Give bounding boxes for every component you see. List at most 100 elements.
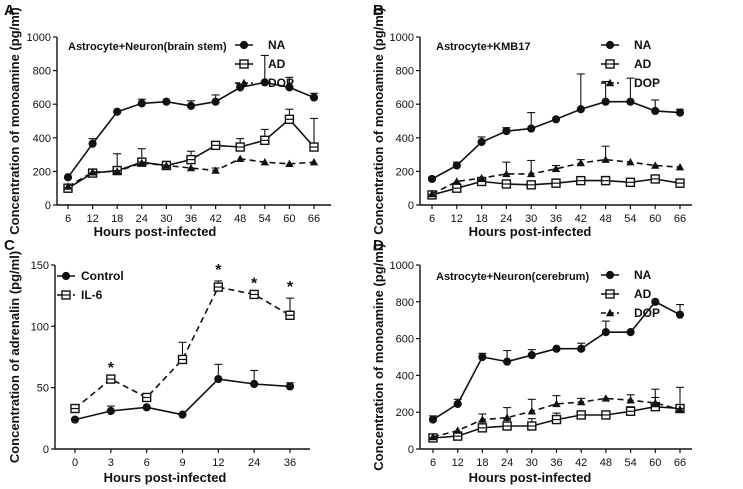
legend-marker [61,271,71,281]
x-tick-label: 30 [525,213,537,225]
data-point [142,403,151,412]
x-tick-label: 42 [209,213,221,225]
x-tick-label: 12 [451,213,463,225]
data-point [427,189,437,198]
data-point [552,344,561,353]
data-point [70,415,80,424]
chart-title: Astrocyte+Neuron(brain stem) [68,41,227,53]
data-point [551,115,561,124]
significance-star: * [108,360,115,377]
y-tick-label: 0 [408,444,414,456]
x-tick-label: 48 [599,213,611,225]
x-tick-label: 66 [308,213,320,225]
legend-label: AD [634,287,652,301]
y-tick-label: 0 [43,444,49,456]
y-tick-label: 400 [33,133,51,145]
data-point [285,83,294,92]
legend-label: NA [634,268,652,282]
data-point [527,407,536,415]
series-na [427,73,685,184]
data-point [651,297,660,306]
y-tick-label: 50 [37,383,49,395]
x-tick-label: 60 [283,213,295,225]
y-tick-label: 200 [33,166,51,178]
data-point [214,374,223,384]
series-control [70,363,295,424]
data-point [113,167,122,175]
panel-letter: B [373,2,384,19]
data-point [106,406,115,416]
legend-marker [605,308,615,317]
data-point [551,164,561,173]
data-point [88,168,97,176]
series-dop [63,154,319,190]
x-tick-label: 9 [179,457,185,469]
x-tick-label: 36 [284,457,296,469]
x-tick-label: 18 [475,213,487,225]
data-point [137,99,146,108]
data-point [178,410,187,419]
legend-label: Control [81,269,124,283]
y-tick-label: 1000 [390,32,414,44]
y-tick-label: 400 [396,133,414,145]
data-point [285,159,294,168]
data-point [211,97,220,106]
series-line [432,397,681,438]
legend-label: IL-6 [81,288,103,302]
data-point [552,399,561,408]
x-tick-label: 30 [526,457,538,469]
x-tick-label: 36 [550,457,562,469]
legend: Control IL-6 [57,269,124,302]
data-point [527,124,536,133]
y-axis-label: Concentration of monoamine (pg/ml) [371,7,386,235]
data-point [577,397,586,406]
data-point [651,398,660,407]
x-tick-label: 36 [550,213,562,225]
x-tick-label: 6 [430,457,436,469]
data-point [88,139,97,148]
data-point [576,105,585,114]
legend: NA AD DOP [601,38,660,90]
data-point [626,157,635,166]
x-tick-label: 3 [108,457,114,469]
x-tick-label: 18 [476,457,488,469]
x-tick-label: 24 [501,457,513,469]
x-tick-label: 54 [624,213,636,225]
data-point [601,155,610,163]
panel-letter: A [4,2,15,19]
y-tick-label: 1000 [27,32,51,44]
x-tick-label: 18 [111,213,123,225]
data-point [186,163,196,172]
data-point [601,328,611,337]
x-tick-label: 66 [674,457,686,469]
y-tick-label: 800 [396,66,414,78]
x-tick-label: 42 [575,457,587,469]
series-na [63,54,319,182]
x-tick-label: 6 [65,213,71,225]
series-dop [427,145,685,198]
x-tick-label: 0 [72,457,78,469]
series-ad [427,174,685,200]
y-tick-label: 100 [31,321,49,333]
data-point [675,310,685,319]
x-tick-label: 12 [86,213,98,225]
x-tick-label: 6 [144,457,150,469]
data-point [601,97,610,106]
data-point [478,415,487,423]
legend-label: NA [634,38,652,52]
data-point [577,344,586,353]
data-point [502,126,511,136]
y-tick-label: 150 [31,260,49,272]
data-point [453,426,462,434]
legend-marker [605,270,615,280]
panel-letter: D [373,237,384,254]
y-axis-label: Concentration of monoamine (pg/ml) [371,243,386,471]
y-tick-label: 600 [33,99,51,111]
x-tick-label: 54 [259,213,271,225]
data-point [503,357,512,366]
data-point [651,106,660,116]
data-point [285,382,295,391]
data-point [675,163,685,171]
panel-b: B 0 200 400 600 800 1000 6 12 18 24 30 36 42 48 54 60 66 H… [371,2,692,239]
